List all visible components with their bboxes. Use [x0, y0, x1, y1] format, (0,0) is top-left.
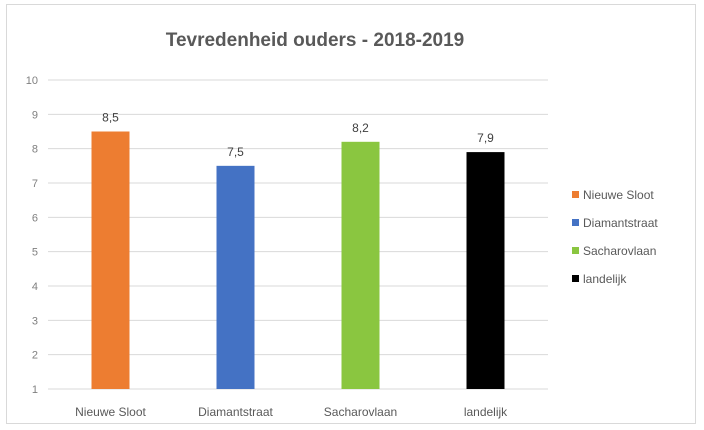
chart-title: Tevredenheid ouders - 2018-2019 — [165, 30, 465, 51]
legend-label: Nieuwe Sloot — [583, 187, 654, 202]
x-tick-label: Nieuwe Sloot — [75, 405, 146, 419]
y-tick-label: 4 — [32, 281, 38, 293]
legend-label: landelijk — [583, 271, 627, 286]
y-tick-label: 8 — [32, 144, 38, 156]
legend: Nieuwe Sloot Diamantstraat Sacharovlaan … — [572, 186, 658, 298]
legend-label: Diamantstraat — [583, 215, 658, 230]
legend-item-sacharovlaan: Sacharovlaan — [572, 242, 658, 259]
x-tick-label: Diamantstraat — [198, 405, 273, 419]
legend-label: Sacharovlaan — [583, 243, 657, 258]
y-tick-label: 7 — [32, 178, 38, 190]
bar — [466, 152, 505, 389]
data-label: 7,5 — [227, 145, 244, 159]
legend-swatch — [572, 247, 579, 254]
x-tick-label: landelijk — [464, 405, 508, 419]
legend-item-landelijk: landelijk — [572, 270, 658, 287]
bar — [216, 165, 255, 389]
x-tick-label: Sacharovlaan — [324, 405, 397, 419]
bar — [91, 131, 130, 389]
y-tick-label: 3 — [32, 315, 38, 327]
y-tick-label: 9 — [32, 109, 38, 121]
data-label: 8,2 — [352, 121, 369, 135]
legend-item-nieuwe-sloot: Nieuwe Sloot — [572, 186, 658, 203]
y-tick-label: 1 — [32, 384, 38, 396]
legend-item-diamantstraat: Diamantstraat — [572, 214, 658, 231]
bar — [341, 141, 380, 389]
y-tick-label: 5 — [32, 247, 38, 259]
legend-swatch — [572, 219, 579, 226]
data-label: 8,5 — [102, 111, 119, 125]
legend-swatch — [572, 191, 579, 198]
data-label: 7,9 — [477, 131, 494, 145]
y-tick-label: 10 — [26, 75, 38, 87]
y-tick-label: 6 — [32, 212, 38, 224]
y-tick-label: 2 — [32, 350, 38, 362]
legend-swatch — [572, 275, 579, 282]
